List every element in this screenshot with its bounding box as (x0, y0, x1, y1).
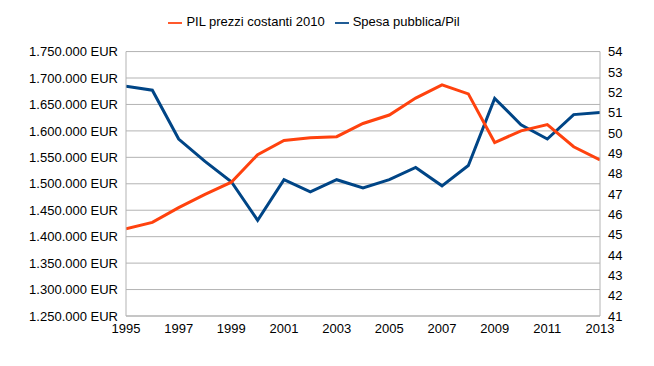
svg-text:1997: 1997 (164, 321, 193, 336)
svg-text:1995: 1995 (111, 321, 141, 337)
svg-text:1.700.000 EUR: 1.700.000 EUR (29, 71, 118, 86)
svg-text:1.450.000 EUR: 1.450.000 EUR (29, 203, 118, 218)
svg-text:1.550.000 EUR: 1.550.000 EUR (29, 150, 118, 165)
svg-text:2001: 2001 (270, 321, 299, 336)
svg-text:53: 53 (608, 65, 622, 80)
svg-text:46: 46 (608, 207, 622, 222)
svg-text:1.650.000 EUR: 1.650.000 EUR (29, 97, 118, 112)
svg-text:1.400.000 EUR: 1.400.000 EUR (29, 229, 118, 244)
svg-text:44: 44 (608, 248, 622, 263)
svg-text:43: 43 (608, 268, 622, 283)
svg-text:1.350.000 EUR: 1.350.000 EUR (29, 256, 118, 271)
svg-text:2013: 2013 (585, 321, 615, 337)
svg-text:2009: 2009 (480, 321, 509, 336)
svg-text:1.500.000 EUR: 1.500.000 EUR (29, 176, 118, 191)
svg-text:54: 54 (608, 44, 622, 59)
svg-text:52: 52 (608, 85, 622, 100)
svg-text:41: 41 (608, 309, 622, 324)
svg-text:2005: 2005 (375, 321, 404, 336)
svg-text:2003: 2003 (322, 321, 351, 336)
html-text:PIL prezzi costanti 2010: PIL prezzi costanti 2010 (186, 14, 325, 29)
svg-text:45: 45 (608, 227, 622, 242)
svg-text:49: 49 (608, 146, 622, 161)
svg-text:50: 50 (608, 126, 622, 141)
svg-text:42: 42 (608, 288, 622, 303)
svg-text:51: 51 (608, 105, 622, 120)
svg-text:47: 47 (608, 187, 622, 202)
svg-text:48: 48 (608, 166, 622, 181)
svg-text:2011: 2011 (533, 321, 561, 336)
svg-text:1999: 1999 (217, 321, 246, 336)
svg-text:1.750.000 EUR: 1.750.000 EUR (29, 44, 118, 59)
svg-text:1.600.000 EUR: 1.600.000 EUR (29, 124, 118, 139)
html-text:Spesa pubblica/Pil: Spesa pubblica/Pil (352, 14, 460, 29)
svg-text:1.300.000 EUR: 1.300.000 EUR (29, 282, 118, 297)
svg-text:1.250.000 EUR: 1.250.000 EUR (29, 309, 118, 324)
svg-text:2007: 2007 (428, 321, 457, 336)
